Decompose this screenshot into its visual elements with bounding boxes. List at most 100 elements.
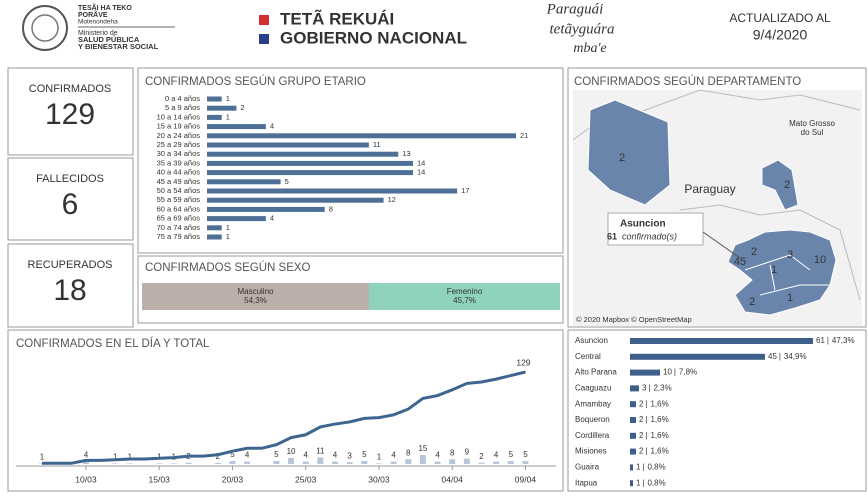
share-label: 47,3% xyxy=(832,336,855,345)
panel xyxy=(7,329,564,492)
bar xyxy=(82,461,89,464)
category-label: Guaira xyxy=(575,463,600,472)
value-label: 14 xyxy=(417,158,425,167)
bar xyxy=(207,114,222,120)
region-label: 1 xyxy=(787,292,793,304)
category-label: 35 a 39 años xyxy=(157,158,201,167)
panel-title: CONFIRMADOS EN EL DÍA Y TOTAL xyxy=(16,337,210,350)
gov-title: TETÃ REKUÁI xyxy=(280,8,394,28)
share-separator: | xyxy=(645,431,647,440)
place-label: Paraguay xyxy=(684,182,735,196)
category-label: 15 a 19 años xyxy=(157,122,201,131)
ministry-text: PORÃVE xyxy=(78,10,108,19)
map-region xyxy=(587,99,671,206)
bar xyxy=(207,133,516,139)
share-separator: | xyxy=(645,399,647,408)
bar xyxy=(112,463,119,464)
value-label: 5 xyxy=(274,450,279,459)
bar xyxy=(630,385,639,392)
category-label: 25 a 29 años xyxy=(157,140,201,149)
bar xyxy=(207,225,222,231)
value-label: 2 xyxy=(639,447,644,456)
value-label: 2 xyxy=(240,103,244,112)
logo xyxy=(22,5,68,51)
share-separator: | xyxy=(645,415,647,424)
gov-title: GOBIERNO NACIONAL xyxy=(280,28,467,47)
value-label: 12 xyxy=(388,195,396,204)
bar xyxy=(630,353,765,360)
value-label: 4 xyxy=(435,451,440,460)
value-label: 45 xyxy=(768,352,777,361)
bar xyxy=(630,464,633,471)
bar xyxy=(630,401,636,408)
category-label: 30 a 34 años xyxy=(157,149,201,158)
bar xyxy=(207,206,325,212)
value-label: 2 xyxy=(639,399,644,408)
updated-label: ACTUALIZADO AL xyxy=(729,11,831,25)
bar xyxy=(630,417,636,423)
bar xyxy=(478,462,485,464)
value-label: 2 xyxy=(479,452,484,461)
bar xyxy=(630,369,660,376)
bar xyxy=(630,480,633,487)
x-tick-label: 09/04 xyxy=(515,474,537,484)
bar xyxy=(288,458,295,464)
ministry-text: Ministerio de xyxy=(78,30,118,37)
bar xyxy=(317,457,324,464)
bar xyxy=(170,463,177,464)
bar xyxy=(522,461,529,464)
bar xyxy=(156,463,163,464)
flag-square xyxy=(259,15,269,25)
value-label: 1 xyxy=(128,453,133,462)
bar xyxy=(346,462,353,464)
value-label: 4 xyxy=(391,451,396,460)
value-label: 1 xyxy=(113,453,118,462)
value-label: 10 xyxy=(663,368,672,377)
bar xyxy=(630,448,636,455)
bar xyxy=(207,96,222,102)
bar xyxy=(207,170,413,176)
value-label: 17 xyxy=(461,186,469,195)
share-label: 7,8% xyxy=(679,368,697,377)
category-label: 5 a 9 años xyxy=(165,103,200,112)
value-label: 8 xyxy=(329,204,333,213)
category-label: 20 a 24 años xyxy=(157,131,201,140)
bar xyxy=(463,458,470,464)
value-label: 4 xyxy=(270,122,274,131)
place-label: do Sul xyxy=(801,128,824,137)
category-label: Amambay xyxy=(575,399,611,408)
value-label: 61 xyxy=(816,336,825,345)
value-label: 21 xyxy=(520,131,528,140)
share-label: 0,8% xyxy=(647,478,665,487)
bar xyxy=(207,197,384,203)
region-label: 3 xyxy=(787,249,793,261)
value-label: 8 xyxy=(450,448,455,457)
ministry-text: Motenondeha xyxy=(78,19,118,26)
bar xyxy=(229,461,236,464)
panel xyxy=(137,67,564,254)
value-label: 2 xyxy=(639,415,644,424)
bar xyxy=(375,463,382,464)
value-label: 9 xyxy=(465,448,470,457)
bar xyxy=(273,461,280,464)
bar xyxy=(244,461,251,464)
region-label: 1 xyxy=(771,264,777,276)
bar xyxy=(207,142,369,148)
bar xyxy=(493,461,500,464)
bar xyxy=(207,160,413,166)
bar-segment xyxy=(368,283,560,310)
share-separator: | xyxy=(827,336,829,345)
segment-value: 45,7% xyxy=(453,296,476,305)
category-label: Asuncion xyxy=(575,336,608,345)
region-label: 10 xyxy=(814,254,826,266)
value-label: 13 xyxy=(402,149,410,158)
value-label: 4 xyxy=(333,451,338,460)
category-label: Central xyxy=(575,352,601,361)
kpi-value: 18 xyxy=(53,274,86,307)
category-label: 0 a 4 años xyxy=(165,94,200,103)
bar xyxy=(214,462,221,464)
value-label: 5 xyxy=(285,177,289,186)
kpi-value: 129 xyxy=(45,98,95,131)
place-label: Mato Grosso xyxy=(789,119,835,128)
